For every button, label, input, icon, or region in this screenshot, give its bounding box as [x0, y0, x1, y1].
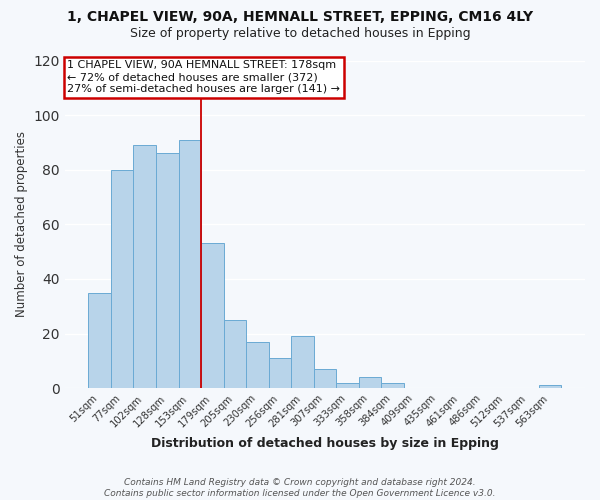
Bar [359, 378, 381, 388]
Text: Contains HM Land Registry data © Crown copyright and database right 2024.
Contai: Contains HM Land Registry data © Crown c… [104, 478, 496, 498]
Bar [111, 170, 133, 388]
Text: 1, CHAPEL VIEW, 90A, HEMNALL STREET, EPPING, CM16 4LY: 1, CHAPEL VIEW, 90A, HEMNALL STREET, EPP… [67, 10, 533, 24]
Bar [88, 292, 111, 388]
Bar [133, 145, 156, 388]
Bar [291, 336, 314, 388]
Bar [314, 369, 336, 388]
Bar [336, 382, 359, 388]
Bar [269, 358, 291, 388]
Y-axis label: Number of detached properties: Number of detached properties [15, 132, 28, 318]
Bar [381, 382, 404, 388]
Bar [201, 244, 224, 388]
Text: Size of property relative to detached houses in Epping: Size of property relative to detached ho… [130, 28, 470, 40]
Bar [246, 342, 269, 388]
X-axis label: Distribution of detached houses by size in Epping: Distribution of detached houses by size … [151, 437, 499, 450]
Bar [224, 320, 246, 388]
Bar [179, 140, 201, 388]
Bar [539, 386, 562, 388]
Text: 1 CHAPEL VIEW, 90A HEMNALL STREET: 178sqm
← 72% of detached houses are smaller (: 1 CHAPEL VIEW, 90A HEMNALL STREET: 178sq… [67, 60, 340, 94]
Bar [156, 154, 179, 388]
